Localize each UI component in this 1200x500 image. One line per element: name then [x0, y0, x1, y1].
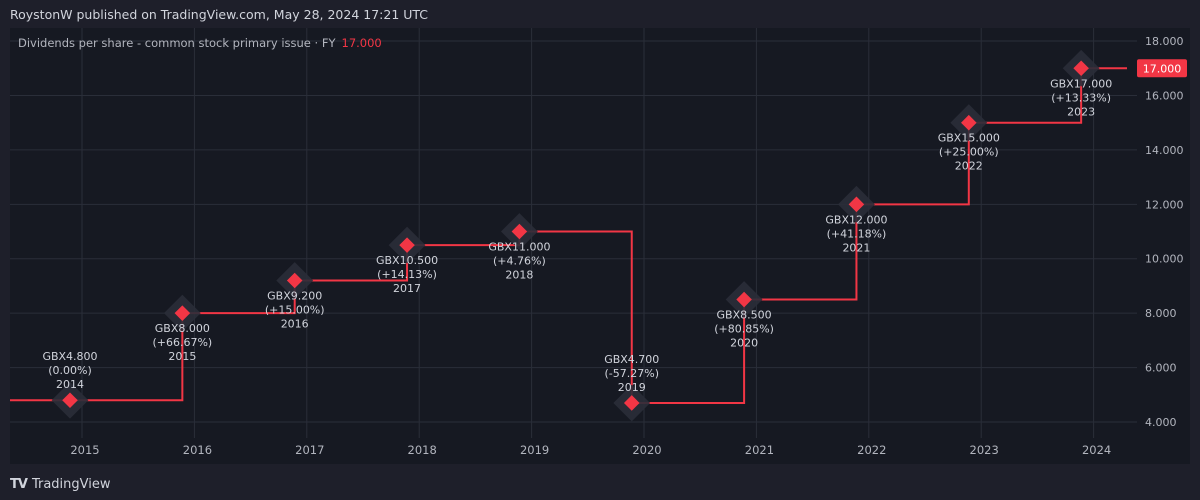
- last-price-tag: [1137, 59, 1187, 78]
- diamond-marker-icon: [399, 237, 415, 253]
- data-label: 2022: [955, 160, 983, 173]
- data-label: 2021: [842, 241, 870, 254]
- data-label: 2015: [168, 350, 196, 363]
- y-axis-tick-label: 4.000: [1145, 416, 1177, 429]
- data-label: (+41.18%): [827, 227, 887, 240]
- data-label: 2016: [281, 318, 309, 331]
- x-axis-tick-label: 2015: [70, 443, 99, 457]
- data-label: GBX9.200: [267, 290, 322, 303]
- data-point[interactable]: GBX12.000(+41.18%)2021: [825, 185, 888, 254]
- footer-branding: TV TradingView: [10, 474, 110, 494]
- dividend-chart[interactable]: 4.000 6.000 8.000 10.000 12.000 14.000 16.000 1…: [10, 28, 1190, 464]
- time-axis[interactable]: [10, 438, 1137, 464]
- data-label: GBX15.000: [938, 132, 1000, 145]
- x-axis-tick-label: 2020: [632, 443, 661, 457]
- data-label: (+25.00%): [939, 146, 999, 159]
- x-axis-tick-label: 2021: [745, 443, 774, 457]
- y-axis-tick-label: 12.000: [1145, 198, 1184, 211]
- series-legend[interactable]: Dividends per share - common stock prima…: [18, 35, 382, 51]
- data-label: 2019: [618, 381, 646, 394]
- y-axis-tick-label: 18.000: [1145, 35, 1184, 48]
- data-label: 2018: [505, 269, 533, 282]
- data-label: GBX11.000: [488, 241, 550, 254]
- data-point[interactable]: GBX8.500(+80.85%)2020: [714, 281, 774, 350]
- data-label: 2023: [1067, 105, 1095, 118]
- diamond-marker-icon: [511, 223, 528, 240]
- diamond-marker-icon: [848, 196, 865, 213]
- data-label: 2014: [56, 378, 84, 391]
- tradingview-logo-icon: TV: [10, 476, 28, 492]
- data-label: (+15.00%): [265, 304, 325, 317]
- data-label: GBX8.500: [717, 309, 772, 322]
- data-label: GBX10.500: [376, 254, 438, 267]
- x-axis-tick-label: 2017: [295, 443, 324, 457]
- data-label: (+13.33%): [1051, 91, 1111, 104]
- chart-panel[interactable]: 4.000 6.000 8.000 10.000 12.000 14.000 16.000 1…: [10, 28, 1190, 464]
- dividend-step-line: [10, 67, 1127, 404]
- x-axis-tick-label: 2023: [970, 443, 999, 457]
- diamond-marker-icon: [174, 305, 191, 321]
- data-label: GBX4.700: [604, 353, 659, 366]
- x-axis-tick-label: 2022: [857, 443, 886, 457]
- y-axis-tick-label: 8.000: [1145, 307, 1177, 320]
- legend-series-label: Dividends per share - common stock prima…: [18, 36, 336, 50]
- legend-last-value: 17.000: [341, 36, 382, 50]
- y-axis-tick-label: 14.000: [1145, 144, 1184, 157]
- data-point[interactable]: GBX17.000(+13.33%)2023: [1050, 49, 1112, 118]
- x-axis-tick-label: 2016: [183, 443, 212, 457]
- price-axis[interactable]: [1137, 28, 1190, 464]
- data-point[interactable]: GBX4.800(0.00%)2014: [42, 350, 98, 419]
- data-label: GBX8.000: [155, 322, 210, 335]
- data-point[interactable]: GBX4.700(-57.27%)2019: [604, 353, 660, 422]
- data-label: (0.00%): [48, 364, 92, 377]
- data-label: GBX12.000: [825, 213, 887, 226]
- data-label: (+66.67%): [152, 336, 212, 349]
- publish-info: RoystonW published on TradingView.com, M…: [10, 7, 429, 22]
- data-label: GBX17.000: [1050, 77, 1112, 90]
- grid-lines: [10, 28, 1137, 438]
- last-price-value: 17.000: [1143, 62, 1182, 75]
- data-point[interactable]: GBX9.200(+15.00%)2016: [265, 262, 325, 331]
- data-point[interactable]: GBX10.500(+14.13%)2017: [376, 226, 438, 295]
- data-label: 2020: [730, 337, 758, 350]
- data-label: (-57.27%): [605, 367, 660, 380]
- data-label: 2017: [393, 282, 421, 295]
- data-label: GBX4.800: [42, 350, 97, 363]
- y-axis-tick-label: 10.000: [1145, 253, 1184, 266]
- x-axis-tick-label: 2018: [408, 443, 437, 457]
- y-axis-tick-label: 16.000: [1145, 89, 1184, 102]
- brand-name: TradingView: [31, 476, 111, 492]
- data-point[interactable]: GBX15.000(+25.00%)2022: [938, 104, 1000, 173]
- x-axis-tick-label: 2019: [520, 443, 549, 457]
- data-label: (+4.76%): [493, 255, 546, 268]
- y-axis-tick-label: 6.000: [1145, 362, 1177, 375]
- diamond-marker-icon: [1073, 60, 1089, 77]
- data-point[interactable]: GBX8.000(+66.67%)2015: [152, 294, 212, 363]
- x-axis-tick-label: 2024: [1082, 443, 1111, 457]
- data-label: (+14.13%): [377, 268, 437, 281]
- data-point[interactable]: GBX11.000(+4.76%)2018: [488, 213, 550, 282]
- data-label: (+80.85%): [714, 323, 774, 336]
